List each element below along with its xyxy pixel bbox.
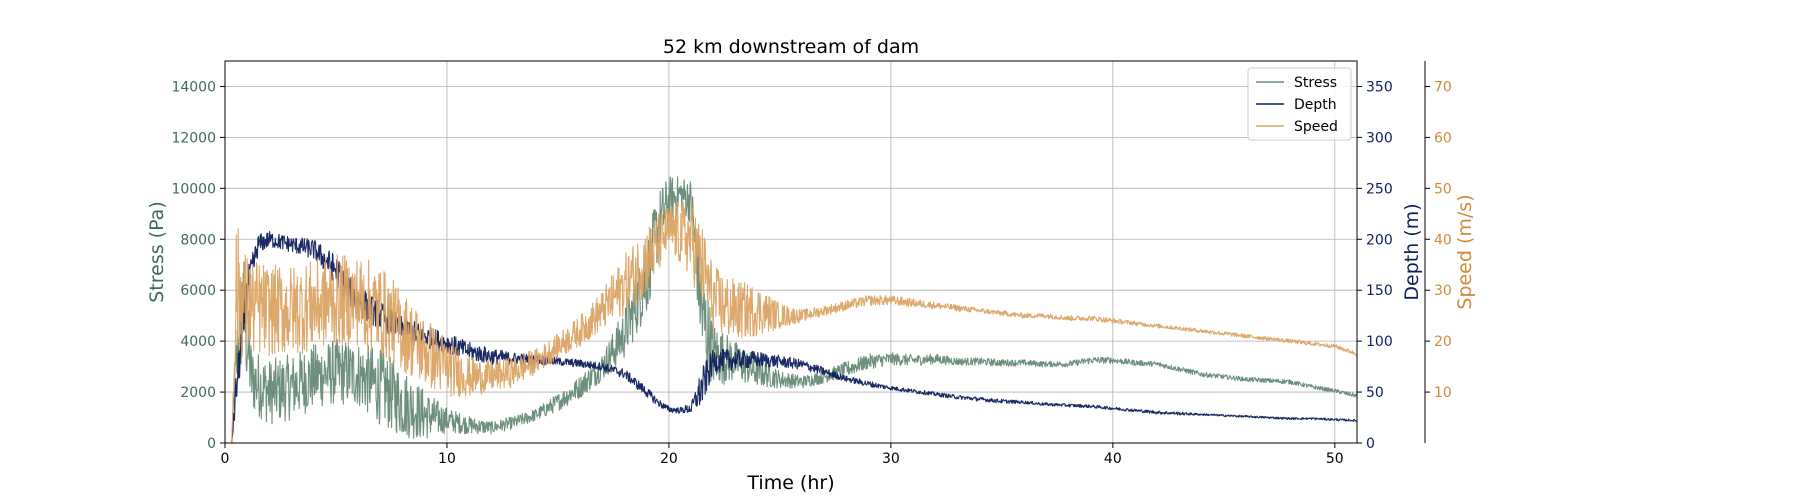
y-tick-label-stress: 6000 bbox=[180, 283, 216, 299]
y-tick-label-stress: 10000 bbox=[171, 181, 216, 197]
y-tick-label-stress: 12000 bbox=[171, 130, 216, 146]
x-axis: 0 10 20 30 40 50 bbox=[221, 443, 1344, 467]
legend-label-stress: Stress bbox=[1294, 75, 1337, 91]
legend: Stress Depth Speed bbox=[1247, 67, 1352, 141]
y-tick-label-stress: 14000 bbox=[171, 79, 216, 95]
x-tick-label: 40 bbox=[1104, 451, 1122, 467]
x-axis-title: Time (hr) bbox=[746, 472, 834, 494]
x-tick-label: 20 bbox=[660, 451, 678, 467]
y-tick-label-speed: 20 bbox=[1434, 334, 1452, 350]
y-axis-title-depth: Depth (m) bbox=[1401, 203, 1423, 300]
y-tick-label-speed: 60 bbox=[1434, 130, 1452, 146]
y-axis-title-speed: Speed (m/s) bbox=[1454, 194, 1476, 309]
y-tick-label-speed: 50 bbox=[1434, 181, 1452, 197]
y-tick-label-speed: 70 bbox=[1434, 79, 1452, 95]
y-tick-label-speed: 30 bbox=[1434, 283, 1452, 299]
y-tick-label-stress: 8000 bbox=[180, 232, 216, 248]
x-tick-label: 50 bbox=[1326, 451, 1344, 467]
chart-title: 52 km downstream of dam bbox=[663, 36, 919, 58]
x-tick-label: 0 bbox=[221, 451, 230, 467]
y-axis-title-stress: Stress (Pa) bbox=[146, 201, 168, 303]
y-tick-label-depth: 100 bbox=[1366, 334, 1393, 350]
y-tick-label-depth: 300 bbox=[1366, 130, 1393, 146]
x-tick-label: 30 bbox=[882, 451, 900, 467]
y-tick-label-stress: 0 bbox=[207, 436, 216, 452]
x-tick-label: 10 bbox=[438, 451, 456, 467]
y-tick-label-depth: 150 bbox=[1366, 283, 1393, 299]
y-tick-label-depth: 250 bbox=[1366, 181, 1393, 197]
plot-area bbox=[231, 176, 1357, 443]
y-tick-label-speed: 10 bbox=[1434, 385, 1452, 401]
y-tick-label-depth: 350 bbox=[1366, 79, 1393, 95]
series-line-speed bbox=[231, 200, 1357, 443]
legend-label-depth: Depth bbox=[1294, 97, 1337, 113]
legend-label-speed: Speed bbox=[1294, 119, 1338, 135]
y-tick-label-depth: 0 bbox=[1366, 436, 1375, 452]
series-group bbox=[231, 176, 1357, 443]
y-tick-label-stress: 2000 bbox=[180, 385, 216, 401]
y-tick-label-depth: 200 bbox=[1366, 232, 1393, 248]
y-tick-label-speed: 40 bbox=[1434, 232, 1452, 248]
legend-box bbox=[1247, 67, 1352, 141]
y-tick-label-depth: 50 bbox=[1366, 385, 1384, 401]
y-tick-label-stress: 4000 bbox=[180, 334, 216, 350]
series-line-stress bbox=[231, 176, 1357, 443]
plot-frame bbox=[224, 60, 1358, 444]
